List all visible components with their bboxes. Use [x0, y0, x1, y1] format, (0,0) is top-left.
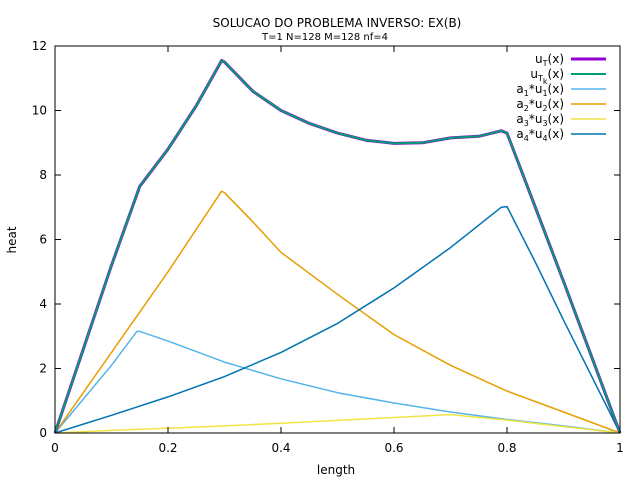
- chart-title: SOLUCAO DO PROBLEMA INVERSO: EX(B): [213, 16, 462, 30]
- x-tick-label: 0.6: [384, 441, 403, 455]
- y-tick-label: 8: [39, 168, 47, 182]
- legend-label: a3*u3(x): [516, 112, 564, 128]
- y-tick-label: 10: [32, 104, 47, 118]
- series-line-6: [54, 205, 621, 434]
- y-tick-label: 4: [39, 297, 47, 311]
- legend-label: uT(x): [535, 52, 564, 68]
- legend: uT(x)uTk(x)a1*u1(x)a2*u2(x)a3*u3(x)a4*u4…: [516, 52, 606, 143]
- y-tick-label: 0: [39, 426, 47, 440]
- y-tick-label: 12: [32, 39, 47, 53]
- series-layer: [53, 59, 622, 434]
- series-line-3: [54, 330, 621, 434]
- chart-subtitle: T=1 N=128 M=128 nf=4: [261, 32, 388, 43]
- x-axis-label: length: [317, 463, 355, 477]
- x-tick-label: 0.4: [271, 441, 290, 455]
- y-tick-label: 2: [39, 362, 47, 376]
- y-tick-label: 6: [39, 233, 47, 247]
- x-tick-label: 0: [51, 441, 59, 455]
- legend-label: a4*u4(x): [516, 127, 564, 143]
- series-line-2: [54, 59, 621, 434]
- legend-label: a2*u2(x): [516, 97, 564, 113]
- x-tick-label: 1: [616, 441, 624, 455]
- series-line-4: [54, 190, 621, 434]
- x-tick-label: 0.2: [158, 441, 177, 455]
- legend-label: uTk(x): [530, 67, 564, 86]
- legend-label: a1*u1(x): [516, 82, 564, 98]
- y-axis-label: heat: [5, 226, 19, 253]
- x-tick-label: 0.8: [497, 441, 516, 455]
- series-line-5: [54, 413, 621, 434]
